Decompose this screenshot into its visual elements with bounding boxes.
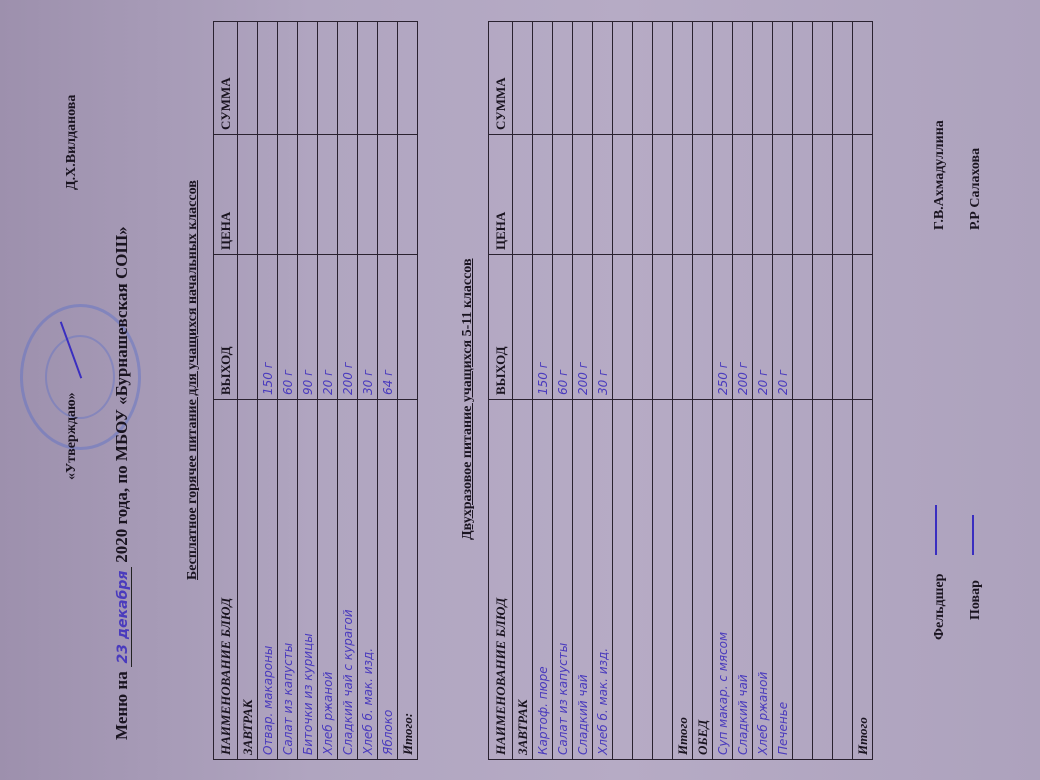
table2-title: Двухразовое питание учащихся 5-11 классо… bbox=[460, 258, 475, 540]
dish-output: 30 г bbox=[592, 254, 613, 400]
menu-date: 23 декабря bbox=[115, 567, 132, 668]
col-price: ЦЕНА bbox=[488, 134, 513, 255]
table-header: НАИМЕНОВАНИЕ БЛЮД ВЫХОД ЦЕНА СУММА bbox=[488, 21, 513, 760]
dish-name: Печенье bbox=[772, 399, 793, 760]
table2: НАИМЕНОВАНИЕ БЛЮД ВЫХОД ЦЕНА СУММА ЗАВТР… bbox=[488, 21, 873, 760]
table-row: Биточки из курицы 90 г bbox=[297, 21, 318, 760]
dish-name: Салат из капусты bbox=[277, 399, 298, 760]
dish-output: 150 г bbox=[257, 254, 278, 400]
dish-name: Отвар. макароны bbox=[257, 399, 278, 760]
total-label: Итого: bbox=[397, 399, 418, 760]
dish-name: Хлеб ржаной bbox=[317, 399, 338, 760]
cook-name: Р.Р Салахова bbox=[968, 147, 983, 230]
table1: НАИМЕНОВАНИЕ БЛЮД ВЫХОД ЦЕНА СУММА ЗАВТР… bbox=[213, 21, 418, 760]
dish-name: Салат из капусты bbox=[552, 399, 573, 760]
table-row: Суп макар. с мясом 250 г bbox=[712, 21, 733, 760]
table-row: Салат из капусты 60 г bbox=[552, 21, 573, 760]
dish-output: 20 г bbox=[772, 254, 793, 400]
menu-suffix: 2020 года, по МБОУ «Бурнашевская СОШ» bbox=[112, 226, 131, 563]
dish-output: 20 г bbox=[317, 254, 338, 400]
table-row: Хлеб б. мак. изд. 30 г bbox=[357, 21, 378, 760]
table-row: Сладкий чай 200 г bbox=[572, 21, 593, 760]
col-name: НАИМЕНОВАНИЕ БЛЮД bbox=[488, 399, 513, 760]
menu-heading: Меню на 23 декабря 2020 года, по МБОУ «Б… bbox=[112, 226, 132, 740]
dish-output: 30 г bbox=[357, 254, 378, 400]
dish-output: 200 г bbox=[572, 254, 593, 400]
dish-name: Картоф. пюре bbox=[532, 399, 553, 760]
dish-name: Сладкий чай bbox=[732, 399, 753, 760]
col-price: ЦЕНА bbox=[213, 134, 238, 255]
dish-output: 200 г bbox=[337, 254, 358, 400]
dish-name: Биточки из курицы bbox=[297, 399, 318, 760]
medic-signature bbox=[935, 505, 937, 555]
section-breakfast: ЗАВТРАК bbox=[237, 399, 258, 760]
dish-output: 90 г bbox=[297, 254, 318, 400]
dish-output: 250 г bbox=[712, 254, 733, 400]
col-output: ВЫХОД bbox=[213, 254, 238, 400]
table-row: Сладкий чай 200 г bbox=[732, 21, 753, 760]
cook-label: Повар bbox=[968, 580, 983, 620]
approver-name: Д.Х.Вилданова bbox=[64, 94, 79, 190]
table-row: Салат из капусты 60 г bbox=[277, 21, 298, 760]
table-row: Печенье 20 г bbox=[772, 21, 793, 760]
section-breakfast: ЗАВТРАК bbox=[512, 399, 533, 760]
col-output: ВЫХОД bbox=[488, 254, 513, 400]
menu-prefix: Меню на bbox=[112, 671, 131, 740]
dish-name: Хлеб ржаной bbox=[752, 399, 773, 760]
table-header: НАИМЕНОВАНИЕ БЛЮД ВЫХОД ЦЕНА СУММА bbox=[213, 21, 238, 760]
col-sum: СУММА bbox=[488, 21, 513, 135]
dish-name: Яблоко bbox=[377, 399, 398, 760]
dish-output: 64 г bbox=[377, 254, 398, 400]
total-label: Итого bbox=[672, 399, 693, 760]
dish-output: 60 г bbox=[552, 254, 573, 400]
dish-output: 60 г bbox=[277, 254, 298, 400]
col-sum: СУММА bbox=[213, 21, 238, 135]
table-row: Отвар. макароны 150 г bbox=[257, 21, 278, 760]
dish-output: 200 г bbox=[732, 254, 753, 400]
medic-label: Фельдшер bbox=[932, 573, 947, 640]
table-row: Картоф. пюре 150 г bbox=[532, 21, 553, 760]
table-row: Сладкий чай с курагой 200 г bbox=[337, 21, 358, 760]
table-row: Хлеб ржаной 20 г bbox=[752, 21, 773, 760]
dish-name: Сладкий чай с курагой bbox=[337, 399, 358, 760]
dish-output: 150 г bbox=[532, 254, 553, 400]
table-row: Хлеб ржаной 20 г bbox=[317, 21, 338, 760]
dish-name: Хлеб б. мак. изд. bbox=[357, 399, 378, 760]
approve-label: «Утверждаю» bbox=[64, 392, 79, 480]
table-row: Хлеб б. мак. изд. 30 г bbox=[592, 21, 613, 760]
dish-name: Сладкий чай bbox=[572, 399, 593, 760]
medic-name: Г.В.Ахмадуллина bbox=[932, 120, 947, 230]
dish-name: Хлеб б. мак. изд. bbox=[592, 399, 613, 760]
dish-output: 20 г bbox=[752, 254, 773, 400]
dish-name: Суп макар. с мясом bbox=[712, 399, 733, 760]
table-row: Яблоко 64 г bbox=[377, 21, 398, 760]
total-label: Итого bbox=[852, 399, 873, 760]
table1-title: Бесплатное горячее питание для учащихся … bbox=[185, 180, 200, 580]
cook-signature bbox=[972, 515, 974, 555]
section-lunch: ОБЕД bbox=[692, 399, 713, 760]
col-name: НАИМЕНОВАНИЕ БЛЮД bbox=[213, 399, 238, 760]
